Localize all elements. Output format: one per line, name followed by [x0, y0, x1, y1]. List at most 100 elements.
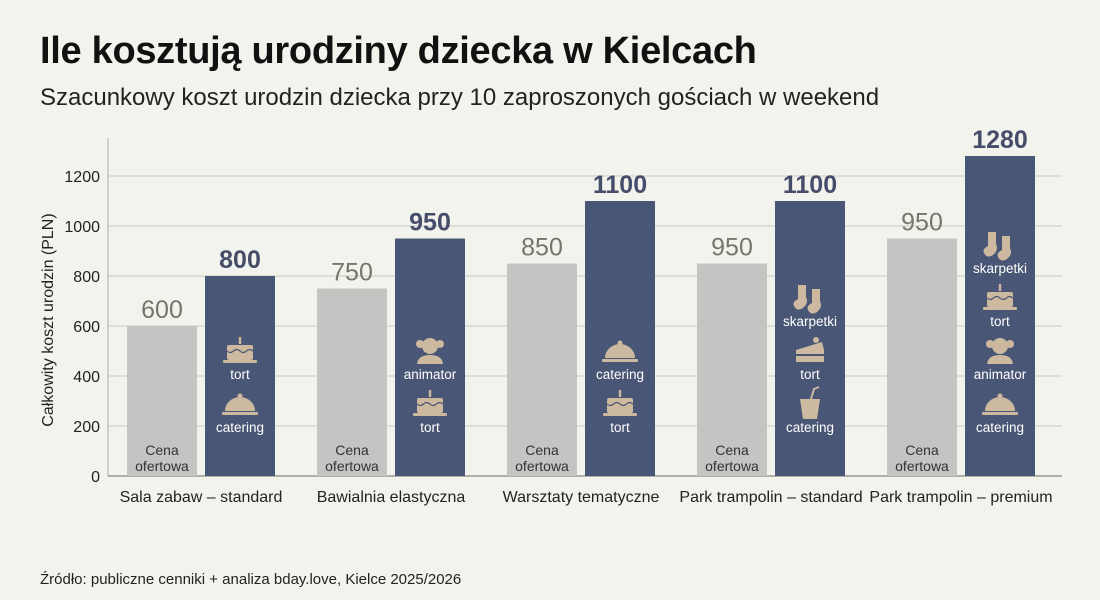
- extra-label: tort: [420, 420, 440, 435]
- head: [422, 338, 438, 354]
- pigtail: [436, 340, 444, 348]
- y-tick-label: 0: [91, 469, 100, 486]
- bar-inner-label: Cena: [525, 442, 559, 458]
- bar-inner-label: Cena: [905, 442, 939, 458]
- socks-icon: [983, 232, 1011, 261]
- bar-inner-label: Cena: [335, 442, 369, 458]
- cloche-dome: [985, 397, 1015, 411]
- data-label-total: 1100: [783, 171, 837, 199]
- data-label-offer: 750: [331, 259, 373, 287]
- bar-inner-label: ofertowa: [705, 458, 759, 474]
- bar-total: [775, 201, 845, 476]
- y-tick-label: 600: [73, 319, 100, 336]
- bar-inner-label: Cena: [145, 442, 179, 458]
- bar-total: [205, 276, 275, 476]
- cloche-knob: [997, 393, 1003, 399]
- cake-icon: [603, 390, 637, 416]
- extra-label: animator: [404, 367, 457, 382]
- bar-offer: [507, 263, 577, 476]
- cake-slice-icon: [796, 337, 824, 362]
- slice: [796, 342, 824, 362]
- cloche-icon: [602, 340, 638, 362]
- cake-icon: [983, 284, 1017, 310]
- pigtail: [986, 340, 994, 348]
- candle: [618, 390, 622, 397]
- cloche-icon: [982, 393, 1018, 415]
- bar-inner-label: ofertowa: [515, 458, 569, 474]
- cherry: [813, 337, 819, 343]
- cloche-dome: [605, 344, 635, 358]
- bar-inner-label: ofertowa: [325, 458, 379, 474]
- extra-label: tort: [610, 420, 630, 435]
- y-tick-label: 1000: [64, 219, 100, 236]
- data-label-total: 800: [219, 246, 261, 274]
- page-title: Ile kosztują urodziny dziecka w Kielcach: [40, 30, 757, 72]
- cake-plate: [603, 413, 637, 416]
- cake-plate: [413, 413, 447, 416]
- sock: [807, 289, 821, 314]
- y-tick-label: 200: [73, 419, 100, 436]
- cake-body: [607, 398, 633, 413]
- bar-offer: [697, 263, 767, 476]
- extra-label: tort: [800, 367, 820, 382]
- cake-plate: [223, 360, 257, 363]
- pigtail: [416, 340, 424, 348]
- body: [417, 355, 443, 364]
- cake-body: [987, 292, 1013, 307]
- cup: [800, 399, 820, 419]
- cake-icon: [223, 337, 257, 363]
- page-subtitle: Szacunkowy koszt urodzin dziecka przy 10…: [40, 84, 880, 111]
- data-label-offer: 950: [901, 209, 943, 237]
- candle: [428, 390, 432, 397]
- bar-total: [965, 156, 1035, 476]
- body: [987, 355, 1013, 364]
- cloche-icon: [222, 393, 258, 415]
- cake-icing: [416, 401, 444, 407]
- cake-icon: [413, 390, 447, 416]
- bar-inner-label: Cena: [715, 442, 749, 458]
- extra-label: skarpetki: [973, 261, 1027, 276]
- data-label-offer: 950: [711, 234, 753, 262]
- cloche-knob: [617, 340, 623, 346]
- cake-body: [417, 398, 443, 413]
- pigtail: [1006, 340, 1014, 348]
- x-tick-label: Sala zabaw – standard: [120, 489, 283, 506]
- cloche-plate: [982, 412, 1018, 415]
- bar-offer: [887, 238, 957, 476]
- y-tick-label: 800: [73, 269, 100, 286]
- cloche-knob: [237, 393, 243, 399]
- cake-icing: [606, 401, 634, 407]
- data-label-total: 950: [409, 209, 451, 237]
- bar-total: [585, 201, 655, 476]
- sock: [983, 232, 997, 257]
- extra-label: catering: [596, 367, 644, 382]
- data-label-offer: 600: [141, 296, 183, 324]
- data-label-total: 1100: [593, 171, 647, 199]
- data-label-total: 1280: [972, 126, 1028, 154]
- socks-icon: [793, 285, 821, 314]
- sock: [793, 285, 807, 310]
- data-label-offer: 850: [521, 234, 563, 262]
- extra-label: catering: [216, 420, 264, 435]
- y-tick-label: 1200: [64, 169, 100, 186]
- cloche-plate: [222, 412, 258, 415]
- candle: [998, 284, 1002, 291]
- head: [992, 338, 1008, 354]
- sock: [997, 236, 1011, 261]
- extra-label: tort: [990, 314, 1010, 329]
- bar-offer: [317, 288, 387, 476]
- extra-label: tort: [230, 367, 250, 382]
- y-tick-label: 400: [73, 369, 100, 386]
- candle: [238, 337, 242, 344]
- source-note: Źródło: publiczne cenniki + analiza bday…: [40, 571, 462, 588]
- cake-icing: [986, 295, 1014, 301]
- cloche-dome: [225, 397, 255, 411]
- cake-plate: [983, 307, 1017, 310]
- y-axis-label: Całkowity koszt urodzin (PLN): [40, 213, 57, 426]
- extra-label: catering: [976, 420, 1024, 435]
- x-tick-label: Bawialnia elastyczna: [317, 489, 466, 506]
- extra-label: skarpetki: [783, 314, 837, 329]
- extra-label: catering: [786, 420, 834, 435]
- extra-label: animator: [974, 367, 1027, 382]
